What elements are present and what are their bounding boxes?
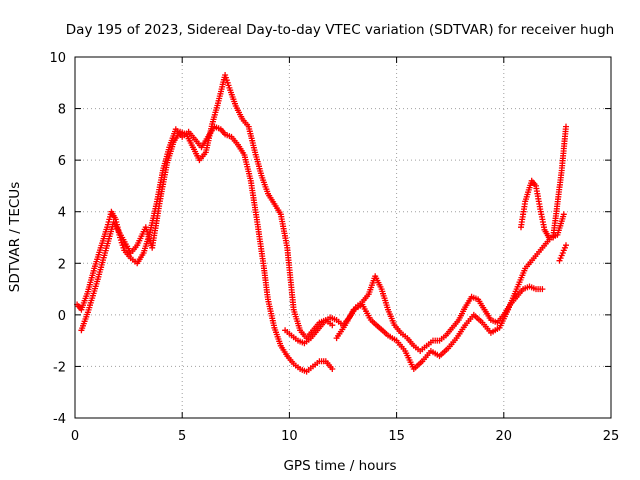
- point-markers: [78, 72, 336, 342]
- x-tick-label: 20: [496, 429, 513, 444]
- plot-frame: [74, 56, 612, 419]
- y-tick-label: 0: [58, 309, 66, 324]
- x-tick-label: 15: [388, 429, 405, 444]
- x-axis-label: GPS time / hours: [283, 458, 396, 474]
- x-tick-label: 10: [281, 429, 298, 444]
- x-tick-label: 5: [178, 429, 186, 444]
- grid-lines: [75, 57, 611, 418]
- series-track-e: [518, 123, 569, 241]
- series-track-b: [78, 72, 336, 342]
- y-tick-label: 10: [49, 51, 66, 66]
- y-tick-label: -4: [53, 412, 66, 427]
- y-tick-label: -2: [53, 360, 66, 375]
- point-markers: [333, 211, 567, 372]
- series-track-d: [333, 211, 567, 372]
- x-tick-label: 0: [71, 429, 79, 444]
- point-markers: [556, 242, 569, 264]
- series-track-f: [556, 242, 569, 264]
- chart-title: Day 195 of 2023, Sidereal Day-to-day VTE…: [66, 22, 614, 38]
- data-points: [74, 72, 569, 375]
- y-tick-label: 6: [58, 154, 66, 169]
- x-tick-label: 25: [603, 429, 620, 444]
- y-tick-label: 2: [58, 257, 66, 272]
- point-markers: [74, 123, 336, 375]
- axis-ticks: 0 5 10 15 20 25 -4 -2 0 2 4 6 8 10: [49, 51, 619, 444]
- y-tick-label: 8: [58, 103, 66, 118]
- y-tick-label: 4: [58, 206, 66, 221]
- point-markers: [518, 123, 569, 241]
- series-track-a: [74, 123, 336, 375]
- y-axis-label: SDTVAR / TECUs: [7, 182, 23, 292]
